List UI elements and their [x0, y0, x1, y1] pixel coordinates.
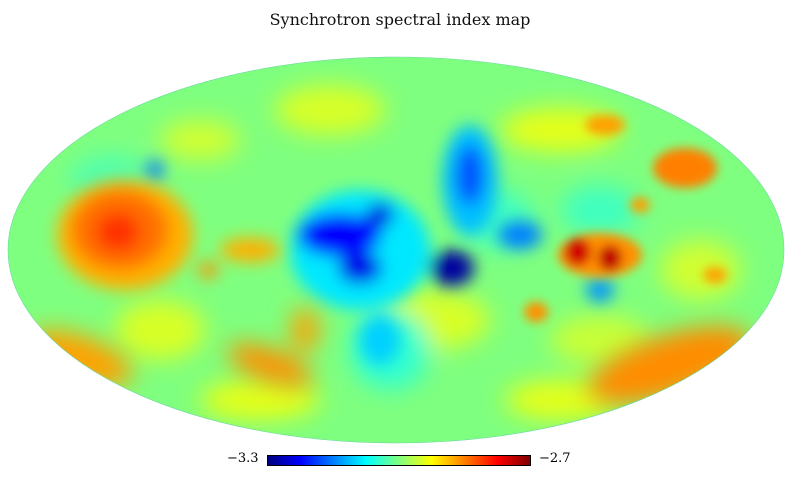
- colorbar-min-label: −3.3: [227, 451, 259, 466]
- red-spots-right: [524, 115, 727, 322]
- colorbar-max-label: −2.7: [539, 451, 571, 466]
- map-outline: [7, 56, 785, 444]
- blue-cluster: [147, 125, 614, 365]
- red-region-left: [57, 180, 280, 290]
- colorbar: [267, 455, 531, 466]
- map-title: Synchrotron spectral index map: [269, 10, 531, 29]
- mottling-layer: [70, 85, 740, 420]
